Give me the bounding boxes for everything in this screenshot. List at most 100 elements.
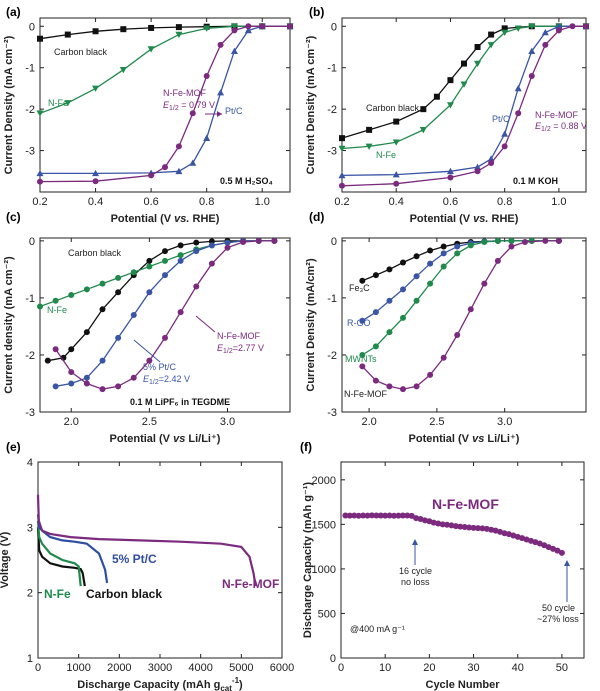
data-point [36, 110, 44, 117]
annotation-rate: @400 mA g⁻¹ [350, 624, 405, 634]
annotation-ptc-e: 5% Pt/C [112, 552, 157, 566]
series-line [36, 520, 82, 587]
y-tick-label: -2 [327, 104, 337, 116]
x-axis-label: Potential (V vs. RHE) [410, 213, 519, 225]
x-tick-label: 3.0 [220, 416, 235, 428]
data-point [244, 26, 252, 34]
y-tick-label: -2 [25, 104, 35, 116]
data-point [392, 139, 400, 146]
data-point [338, 145, 346, 152]
data-point [501, 29, 509, 36]
x-tick-label: 1.0 [255, 196, 270, 208]
plot-frame-e [37, 461, 283, 659]
y-tick-label: -2 [327, 350, 337, 362]
data-point [461, 524, 468, 531]
data-point [444, 521, 451, 528]
x-tick-label: 2000 [107, 662, 131, 674]
data-point [427, 371, 434, 378]
data-point [120, 26, 127, 33]
series-line [39, 25, 290, 40]
annotation-carbon-black: Carbon black [54, 47, 108, 57]
data-point [433, 93, 440, 100]
data-point [446, 167, 454, 175]
data-point [474, 525, 481, 532]
series-line [36, 494, 257, 587]
plot-c: 2.0 2.5 3.0 0 -1 -2 -3 Potential (V vs Li/Li⁺) C… [3, 236, 291, 445]
data-point [474, 44, 481, 50]
data-point [372, 377, 379, 384]
data-point [440, 263, 447, 270]
data-point [446, 102, 454, 109]
data-point [130, 269, 137, 276]
data-point [162, 257, 168, 264]
series-line [361, 240, 559, 322]
annotation-carbon-black-c: Carbon black [68, 248, 122, 258]
series-fe-c [359, 237, 562, 284]
data-point [514, 84, 522, 92]
data-point [554, 547, 561, 554]
data-point [440, 354, 447, 361]
data-point [359, 351, 366, 358]
data-point [427, 280, 434, 287]
data-point [119, 66, 127, 74]
data-point [99, 357, 106, 364]
data-point [440, 243, 447, 250]
series-n-fe-mof [52, 237, 278, 393]
data-point [230, 47, 238, 54]
data-point [373, 512, 380, 519]
data-point [203, 25, 211, 32]
annotation-rgo: R-GO [347, 318, 371, 328]
data-point [474, 168, 481, 175]
x-tick-label: 2.0 [64, 416, 79, 428]
plot-frame-a [39, 17, 291, 193]
data-point [287, 23, 293, 30]
data-point [83, 329, 90, 336]
series-n-fe [338, 23, 590, 152]
data-point [364, 512, 371, 519]
plot-frame-f [340, 461, 585, 659]
data-point [130, 374, 137, 381]
y-tick-label: 0 [330, 653, 336, 665]
data-point [360, 512, 367, 519]
x-tick-label: 0.6 [443, 196, 458, 208]
data-point [68, 380, 75, 387]
data-point [420, 106, 427, 113]
data-point [175, 31, 183, 39]
data-point [177, 242, 184, 249]
data-point [528, 237, 535, 244]
data-point [115, 383, 122, 390]
data-point [404, 512, 411, 519]
data-point [542, 41, 549, 48]
annotation-n-fe-mof-b: N-Fe-MOF [535, 110, 578, 120]
x-tick-label: 40 [512, 662, 524, 674]
data-point [427, 260, 434, 267]
x-axis-label: Cycle Number [426, 679, 501, 691]
arrow-mof-c [195, 315, 216, 333]
x-tick-label: 0.2 [334, 196, 349, 208]
data-point [68, 292, 75, 299]
x-tick-label: 0.4 [88, 196, 103, 208]
data-point [365, 143, 373, 150]
data-point [366, 126, 373, 133]
x-tick-label: 30 [467, 662, 479, 674]
y-tick-label: -1 [25, 63, 35, 75]
data-point [494, 257, 501, 264]
plot-e: 0 1000 2000 3000 4000 5000 6000 1 2 3 4 Discharge C… [0, 457, 294, 691]
data-point [515, 110, 522, 117]
data-point [339, 135, 345, 142]
annotation-50-cycle: 50 cycle [542, 603, 575, 613]
data-point [240, 238, 247, 245]
data-point [92, 85, 100, 92]
y-tick-label: 0 [29, 21, 35, 33]
data-point [92, 28, 99, 35]
x-tick-label: 0 [35, 662, 41, 674]
data-point [583, 23, 589, 30]
data-point [130, 312, 137, 319]
data-point [231, 27, 238, 34]
data-point [189, 159, 197, 166]
data-point [83, 286, 90, 293]
data-point [448, 522, 455, 529]
data-point [391, 512, 398, 519]
panel-a: (a) Carbon black N-Fe N-Fe-MOF E1/2 = 0.… [6, 5, 273, 186]
